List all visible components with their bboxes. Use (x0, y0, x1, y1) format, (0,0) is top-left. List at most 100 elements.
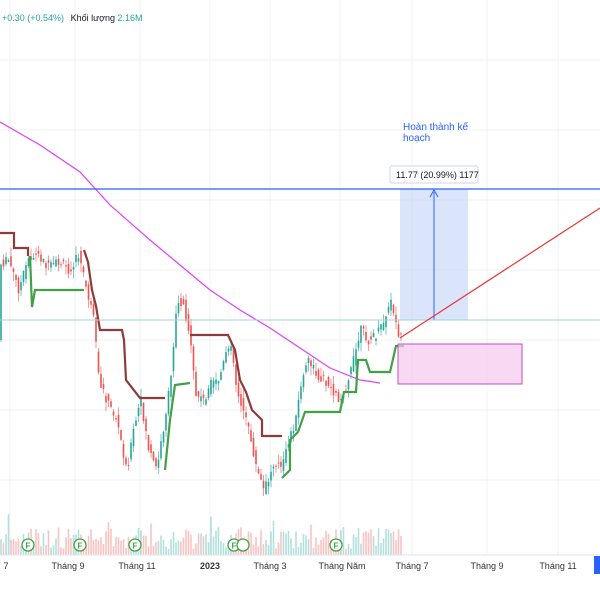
candle-body (175, 313, 177, 348)
candle-body (135, 420, 137, 427)
candle-body (35, 253, 37, 255)
svg-text:F: F (133, 542, 138, 551)
candle-body (62, 259, 65, 262)
candle-body (67, 264, 70, 274)
stop-segment (82, 249, 165, 400)
volume-bar (145, 535, 147, 555)
volume-bar (317, 544, 320, 555)
candle-body (87, 284, 90, 300)
volume-bar (220, 541, 222, 555)
trend-line[interactable] (399, 207, 600, 339)
volume-bar (0, 539, 2, 555)
candle-body (25, 265, 27, 280)
candle-body (220, 372, 222, 380)
volume-bar (270, 531, 272, 555)
header-line: +0.30 (+0.54%) Khối lượng 2.16M (2, 13, 143, 23)
candle-body (360, 325, 362, 343)
candle-body (105, 395, 107, 403)
range-box[interactable] (397, 343, 523, 385)
event-marker[interactable] (236, 538, 250, 552)
volume-bar (192, 548, 195, 555)
candle-body (380, 324, 382, 330)
volume-bar (347, 543, 350, 555)
volume-bar (367, 532, 370, 555)
candle-body (47, 260, 50, 263)
candle-body (75, 254, 77, 263)
candle-body (7, 260, 10, 262)
volume-bar (302, 534, 305, 555)
trailing-stop-line (0, 231, 404, 479)
candle-body (77, 258, 80, 262)
volume-bar (387, 529, 390, 555)
candle-body (362, 326, 365, 329)
candle-body (215, 379, 217, 384)
volume-bar (395, 540, 397, 555)
event-marker[interactable]: F (73, 538, 87, 552)
candle-body (0, 264, 2, 340)
candle-body (15, 274, 17, 280)
event-marker[interactable]: F (128, 538, 142, 552)
candle-body (287, 444, 290, 448)
volume-bar (110, 528, 112, 555)
candle-body (70, 269, 72, 272)
volume-bar (115, 536, 117, 555)
volume-bar (267, 545, 270, 555)
volume-bar (187, 530, 190, 555)
axis-scroll-handle[interactable] (594, 556, 600, 574)
volume-bar (375, 545, 377, 555)
candle-body (247, 422, 250, 427)
candle-body (302, 375, 305, 388)
volume-bar (320, 539, 322, 555)
candle-body (367, 340, 370, 345)
candle-body (235, 364, 237, 385)
volume-bar (325, 530, 327, 555)
candle-body (347, 380, 350, 390)
candle-body (37, 250, 40, 254)
candle-body (322, 375, 325, 377)
volume-bar (352, 534, 355, 555)
volume-bar (100, 537, 102, 555)
volume-bar (20, 546, 22, 555)
volume-bar (202, 536, 205, 555)
candle-body (210, 379, 212, 395)
x-tick-label: Tháng 3 (253, 561, 286, 571)
candle-body (57, 258, 60, 265)
event-marker[interactable]: F (329, 538, 343, 552)
volume-bar (70, 538, 72, 555)
volume-bar (372, 536, 375, 555)
volume-bar (150, 523, 152, 555)
volume-bar (257, 546, 260, 555)
volume-bar (315, 537, 317, 555)
x-tick-label: 7 (3, 561, 8, 571)
candle-body (400, 333, 402, 335)
svg-text:F: F (334, 542, 339, 551)
candle-body (170, 375, 172, 397)
candle-body (152, 451, 155, 461)
volume-bar (35, 529, 37, 555)
volume-bar (260, 529, 262, 555)
volume-bar (40, 546, 42, 555)
volume-bar (180, 541, 182, 555)
candle-body (232, 346, 235, 363)
candle-body (245, 412, 247, 418)
candle-body (337, 391, 340, 403)
candle-body (65, 265, 67, 267)
volume-bar (262, 544, 265, 555)
volume-bar (345, 548, 347, 555)
volume-bar (60, 547, 62, 555)
volume-bar (357, 528, 360, 555)
candle-body (125, 457, 127, 465)
candle-body (397, 324, 400, 337)
volume-bar (360, 543, 362, 555)
candle-body (212, 380, 215, 388)
candle-body (300, 386, 302, 400)
candle-body (372, 332, 375, 338)
event-marker[interactable]: F (21, 538, 35, 552)
annotation-note[interactable]: Hoàn thành kế hoạch (403, 121, 468, 144)
svg-text:F: F (232, 542, 237, 551)
volume-bar (207, 542, 210, 555)
candle-body (147, 434, 150, 451)
volume-bar (310, 524, 312, 555)
